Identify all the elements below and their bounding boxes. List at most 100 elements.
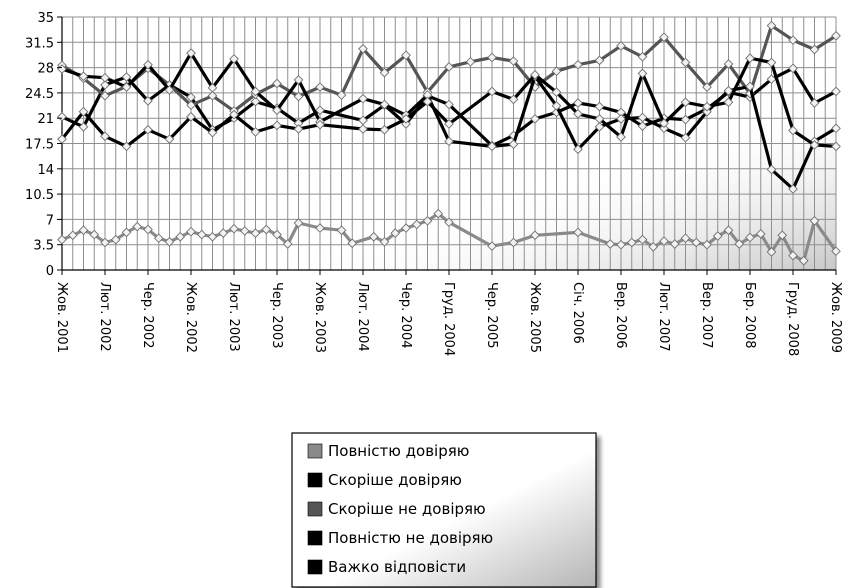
data-point xyxy=(401,119,411,129)
legend-label: Скоріше не довіряю xyxy=(328,500,486,518)
data-point xyxy=(766,164,777,175)
data-point xyxy=(250,228,261,238)
data-point xyxy=(766,57,777,68)
data-point xyxy=(659,123,669,134)
data-point xyxy=(723,97,734,108)
data-point xyxy=(100,90,110,101)
data-point xyxy=(637,51,648,62)
data-point xyxy=(132,221,143,232)
data-point xyxy=(766,247,777,257)
data-point xyxy=(551,87,562,98)
data-point xyxy=(637,121,648,131)
data-point xyxy=(143,124,153,135)
x-tick-label: Вер. 2006 xyxy=(613,282,628,349)
data-point xyxy=(347,238,358,249)
y-tick-label: 28 xyxy=(37,62,54,77)
legend-swatch xyxy=(307,559,323,575)
data-point xyxy=(186,226,196,237)
data-point xyxy=(272,105,282,116)
data-point xyxy=(766,74,777,85)
legend-label: Важко відповісти xyxy=(328,558,466,576)
data-point xyxy=(788,35,798,45)
data-point xyxy=(659,118,669,129)
data-point xyxy=(336,90,347,100)
data-point xyxy=(669,239,680,249)
data-point xyxy=(702,106,712,117)
data-point xyxy=(702,101,712,112)
y-tick-label: 0 xyxy=(46,264,54,279)
data-point xyxy=(336,225,347,236)
series-1 xyxy=(57,208,841,266)
series-5 xyxy=(57,53,841,152)
data-point xyxy=(734,239,745,249)
data-point xyxy=(401,223,411,233)
legend: Повністю довіряю Скоріше довіряю Скоріше н… xyxy=(291,432,597,588)
data-point xyxy=(755,229,766,239)
data-point xyxy=(379,99,390,110)
data-point xyxy=(573,144,583,155)
y-tick-label: 31.5 xyxy=(25,36,54,51)
data-point xyxy=(250,86,261,97)
data-point xyxy=(57,234,67,245)
y-tick-label: 3.5 xyxy=(33,239,54,254)
data-point xyxy=(487,86,497,97)
data-point xyxy=(89,229,100,240)
data-point xyxy=(809,44,820,55)
data-point xyxy=(444,136,454,147)
data-point xyxy=(261,224,272,235)
data-point xyxy=(411,219,422,230)
data-point xyxy=(487,52,497,63)
data-point xyxy=(379,236,390,247)
data-point xyxy=(218,228,229,238)
data-point xyxy=(293,91,304,102)
x-tick-label: Чер. 2003 xyxy=(269,282,284,349)
legend-swatch xyxy=(307,530,323,546)
data-point xyxy=(648,242,659,252)
data-point xyxy=(186,111,196,122)
data-point xyxy=(164,85,175,95)
legend-swatch xyxy=(307,443,323,459)
data-point xyxy=(422,96,433,107)
x-tick-label: Бер. 2008 xyxy=(742,282,757,349)
data-point xyxy=(809,140,820,150)
data-point xyxy=(777,230,788,241)
data-point xyxy=(100,80,110,90)
data-point xyxy=(723,59,734,69)
x-tick-label: Лют. 2004 xyxy=(355,282,370,352)
data-point xyxy=(315,82,325,92)
data-point xyxy=(121,141,132,152)
data-point xyxy=(809,98,820,108)
data-point xyxy=(358,93,368,104)
data-point xyxy=(616,132,626,142)
data-point xyxy=(272,78,282,89)
data-point xyxy=(530,69,540,80)
data-point xyxy=(229,54,239,64)
data-point xyxy=(433,208,444,219)
data-point xyxy=(745,81,755,92)
legend-label: Скоріше довіряю xyxy=(328,471,462,489)
data-point xyxy=(616,114,626,124)
x-tick-label: Лют. 2007 xyxy=(656,282,671,352)
data-point xyxy=(121,227,132,238)
data-point xyxy=(100,237,110,248)
data-point xyxy=(390,228,401,238)
data-point xyxy=(368,231,379,242)
data-point xyxy=(573,98,583,108)
x-tick-label: Лют. 2002 xyxy=(97,282,112,352)
data-point xyxy=(594,55,605,66)
data-point xyxy=(530,114,540,124)
y-axis-ticks: 0 3.5 7 10.5 14 17.5 21 24.5 28 31.5 35 xyxy=(25,11,62,279)
data-point xyxy=(207,127,218,138)
legend-label: Повністю довіряю xyxy=(328,442,469,460)
x-tick-label: Жов. 2003 xyxy=(312,282,327,353)
x-tick-label: Жов. 2009 xyxy=(828,282,843,353)
data-point xyxy=(702,82,712,92)
data-point xyxy=(196,229,207,240)
data-point xyxy=(637,234,648,245)
data-point xyxy=(100,131,110,142)
data-point xyxy=(465,56,476,67)
data-point xyxy=(680,114,691,125)
x-tick-label: Чер. 2005 xyxy=(484,282,499,349)
data-point xyxy=(573,59,583,70)
